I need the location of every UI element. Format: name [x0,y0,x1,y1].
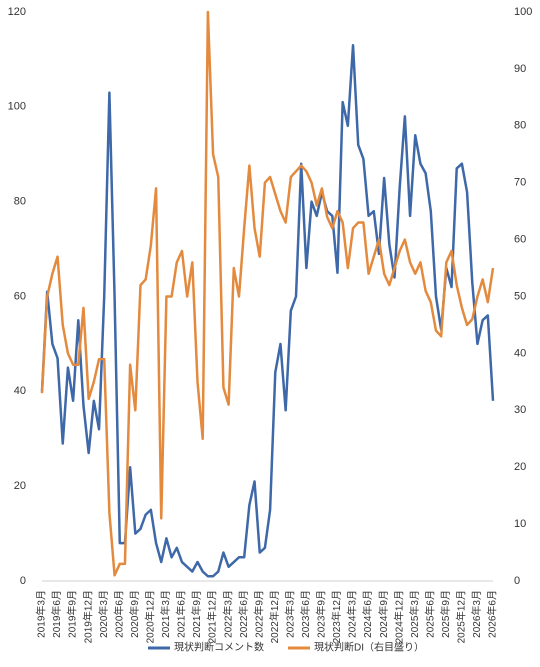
x-tick-label: 2021年3月 [159,590,172,638]
x-tick-label: 2024年9月 [377,590,390,638]
x-tick-label: 2021年6月 [175,590,188,638]
x-tick-label: 2019年3月 [35,590,48,638]
y2-tick-label: 10 [514,518,526,530]
x-tick-label: 2024年3月 [346,590,359,638]
x-tick-label: 2023年9月 [315,590,328,638]
x-tick-label: 2020年12月 [144,590,157,643]
x-tick-label: 2022年9月 [252,590,265,638]
y2-tick-label: 60 [514,234,526,246]
legend-label: 現状判断DI（右目盛り） [314,641,424,654]
x-tick-label: 2023年6月 [299,590,312,638]
y2-tick-label: 70 [514,177,526,189]
x-tick-label: 2021年12月 [206,590,219,643]
x-tick-label: 2019年6月 [50,590,63,638]
x-tick-label: 2019年12月 [81,590,94,643]
x-tick-label: 2025年3月 [408,590,421,638]
y-tick-label: 60 [14,290,26,302]
x-tick-label: 2020年6月 [112,590,125,638]
y2-tick-label: 90 [514,63,526,75]
legend-label: 現状判断コメント数 [174,641,264,654]
x-tick-label: 2026年3月 [470,590,483,638]
y-tick-label: 120 [8,6,26,18]
x-tick-label: 2023年12月 [330,590,343,643]
x-tick-label: 2025年9月 [439,590,452,638]
y-tick-label: 40 [14,385,26,397]
series-line [40,10,495,577]
x-tick-label: 2019年9月 [66,590,79,638]
y-tick-label: 100 [8,101,26,113]
x-tick-label: 2025年6月 [423,590,436,638]
x-tick-label: 2023年3月 [283,590,296,638]
y-tick-label: 20 [14,480,26,492]
x-tick-label: 2022年6月 [237,590,250,638]
y2-tick-label: 80 [514,120,526,132]
y2-tick-label: 100 [514,6,532,18]
y2-tick-label: 40 [514,347,526,359]
y2-tick-label: 20 [514,461,526,473]
y2-tick-label: 50 [514,290,526,302]
x-tick-label: 2024年12月 [392,590,405,643]
y2-tick-label: 0 [514,575,520,587]
x-tick-label: 2022年12月 [268,590,281,643]
x-tick-label: 2020年3月 [97,590,110,638]
y-tick-label: 80 [14,196,26,208]
y2-tick-label: 30 [514,404,526,416]
x-tick-label: 2026年6月 [486,590,499,638]
series-line [40,43,495,578]
x-tick-label: 2020年9月 [128,590,141,638]
x-tick-label: 2025年12月 [455,590,468,643]
x-tick-label: 2021年9月 [190,590,203,638]
x-tick-label: 2024年6月 [361,590,374,638]
x-tick-label: 2022年3月 [221,590,234,638]
y-tick-label: 0 [20,575,26,587]
